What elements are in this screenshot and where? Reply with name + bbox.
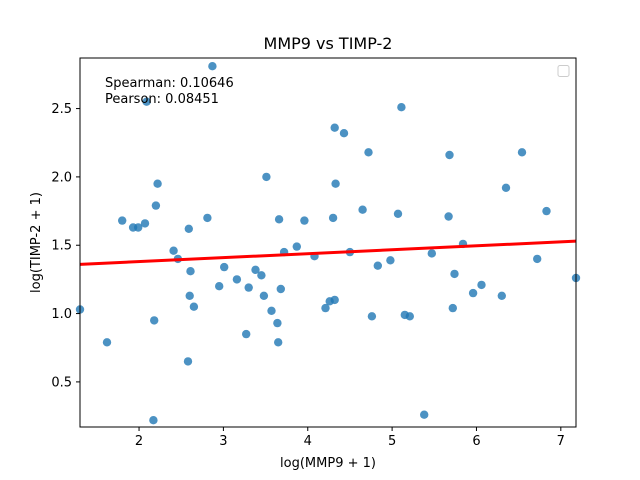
data-point — [330, 295, 339, 305]
spearman-annotation: Spearman: 0.10646 — [105, 76, 234, 91]
data-point — [367, 312, 377, 321]
data-point — [444, 212, 453, 221]
data-point — [244, 283, 253, 292]
data-point — [257, 271, 266, 280]
data-point — [118, 216, 127, 225]
data-point — [251, 265, 260, 274]
data-point — [542, 206, 551, 216]
data-point — [450, 269, 459, 279]
data-point — [397, 103, 406, 112]
data-point — [448, 303, 457, 313]
data-point — [220, 262, 229, 272]
data-point — [533, 254, 542, 264]
data-point — [184, 224, 193, 233]
x-tick-label: 6 — [472, 434, 480, 449]
data-point — [330, 123, 339, 132]
data-point — [339, 129, 349, 138]
y-tick-label: 0.5 — [51, 375, 72, 390]
data-point — [292, 242, 301, 251]
y-tick-label: 1.0 — [51, 307, 72, 322]
data-point — [393, 209, 403, 218]
data-point — [477, 280, 486, 290]
y-tick-label: 1.5 — [51, 239, 72, 254]
data-point — [445, 150, 454, 160]
data-point — [276, 284, 285, 294]
data-point — [185, 291, 194, 300]
x-axis: 2 3 4 5 6 7 — [135, 427, 565, 449]
data-point — [405, 312, 414, 321]
data-point — [321, 303, 330, 313]
data-point — [215, 282, 224, 291]
data-point — [517, 148, 527, 157]
data-point — [331, 179, 340, 188]
data-point — [427, 249, 436, 258]
data-point — [149, 416, 158, 425]
chart-title: MMP9 vs TIMP-2 — [264, 34, 393, 53]
data-point — [203, 213, 212, 223]
data-point — [262, 172, 271, 182]
x-tick-label: 2 — [135, 434, 143, 449]
data-point — [497, 291, 506, 300]
data-point — [232, 275, 242, 284]
data-point — [189, 302, 199, 311]
data-point — [364, 148, 373, 157]
x-tick-label: 3 — [219, 434, 227, 449]
data-point — [501, 183, 511, 192]
data-point — [386, 256, 395, 265]
data-point — [273, 318, 282, 328]
regression-line — [79, 239, 577, 266]
plot-frame — [79, 57, 577, 428]
data-point — [183, 357, 193, 366]
y-tick-label: 2.5 — [51, 102, 72, 117]
data-point — [274, 338, 283, 347]
data-point — [373, 261, 382, 270]
y-axis: 0.5 1.0 1.5 2.0 2.5 — [51, 102, 80, 390]
data-point — [468, 288, 478, 298]
data-point — [274, 215, 284, 224]
data-point — [259, 291, 269, 300]
data-point — [169, 246, 178, 255]
y-axis-title: log(TIMP-2 + 1) — [29, 192, 44, 293]
data-point — [208, 61, 217, 71]
data-point — [140, 219, 150, 228]
data-point — [267, 306, 276, 315]
data-point — [151, 201, 161, 210]
data-point — [242, 329, 251, 339]
data-point — [134, 223, 143, 232]
x-tick-label: 7 — [557, 434, 565, 449]
data-point — [102, 338, 112, 347]
data-point — [142, 97, 151, 106]
data-point — [150, 316, 159, 325]
x-tick-label: 4 — [304, 434, 312, 449]
data-point — [186, 267, 195, 276]
pearson-annotation: Pearson: 0.08451 — [105, 92, 219, 107]
x-axis-title: log(MMP9 + 1) — [280, 456, 376, 471]
legend-box — [557, 65, 570, 77]
y-tick-label: 2.0 — [51, 170, 72, 185]
x-tick-label: 5 — [388, 434, 396, 449]
data-point — [420, 410, 429, 419]
data-point — [328, 213, 338, 223]
data-point — [358, 205, 367, 214]
data-point — [153, 179, 162, 188]
data-point — [300, 216, 309, 225]
